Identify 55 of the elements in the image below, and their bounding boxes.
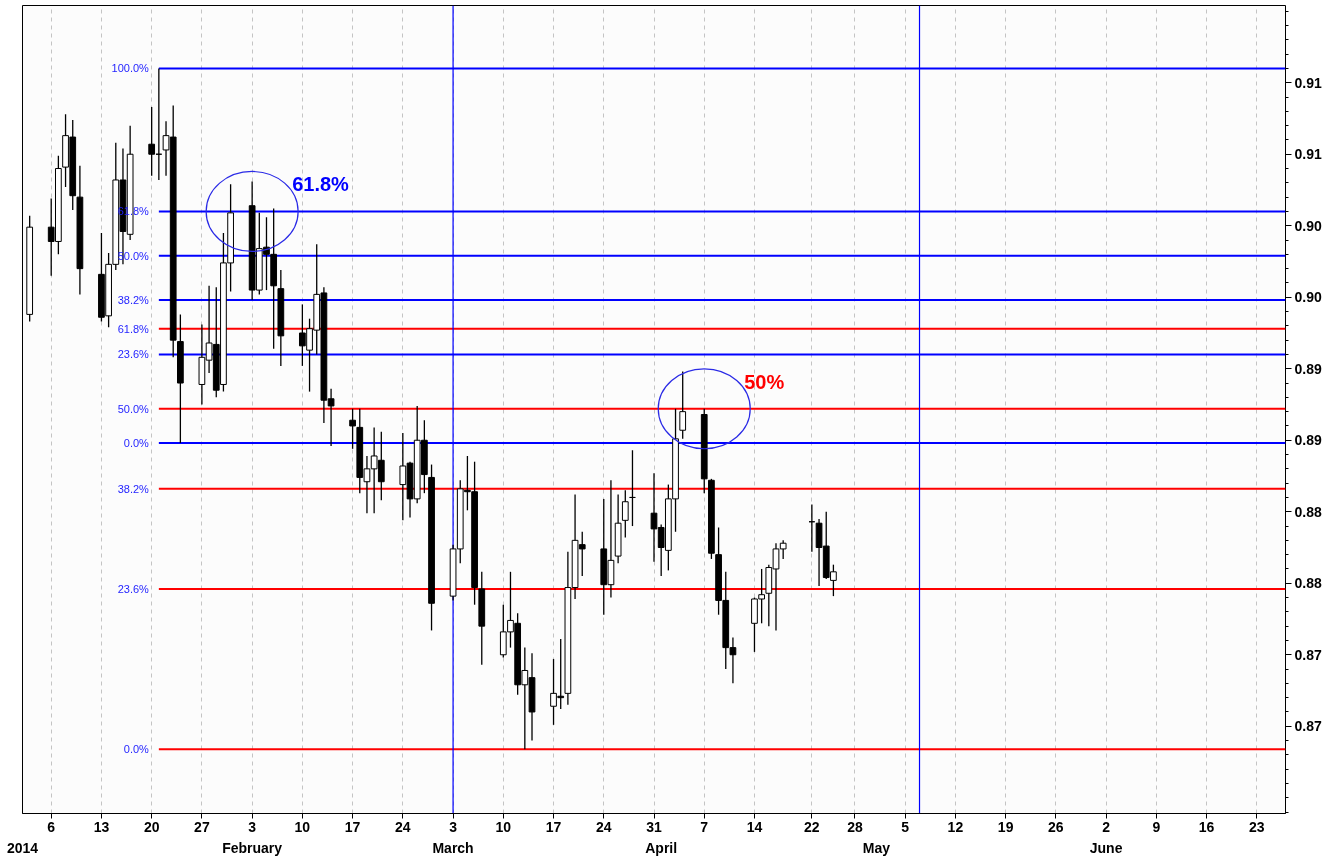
x-tick-label: 13 bbox=[93, 818, 110, 835]
x-tick-label: 17 bbox=[545, 818, 562, 835]
candlestick bbox=[349, 408, 356, 450]
annotation: 38.2% bbox=[117, 482, 150, 495]
y-tick-label: 0.89 bbox=[1294, 432, 1322, 449]
x-tick-label: 10 bbox=[495, 818, 512, 835]
x2-tick-label: March bbox=[432, 839, 474, 856]
x-tick-label: 26 bbox=[1048, 818, 1064, 835]
y-tick-label: 0.87 bbox=[1294, 646, 1322, 663]
x-tick-label: 2 bbox=[1102, 818, 1111, 835]
annotation: 0.0% bbox=[123, 743, 150, 756]
y-tick-label: 0.91 bbox=[1294, 74, 1322, 91]
candlestick bbox=[621, 489, 629, 539]
annotation: 50.0% bbox=[117, 402, 150, 415]
y-tick-label: 0.87 bbox=[1294, 718, 1322, 735]
x2-tick-label: February bbox=[222, 839, 283, 856]
x-tick-label: 5 bbox=[901, 818, 910, 835]
annotation: 23.6% bbox=[117, 348, 150, 361]
x-tick-label: 20 bbox=[143, 818, 160, 835]
x-tick-label: 3 bbox=[449, 818, 458, 835]
x-tick-label: 12 bbox=[947, 818, 964, 835]
annotation: 100.0% bbox=[111, 62, 150, 75]
x-tick-label: 23 bbox=[1249, 818, 1265, 835]
y-tick-label: 0.88 bbox=[1294, 503, 1322, 520]
x2-tick-label: 2014 bbox=[6, 839, 39, 856]
y-tick-label: 0.90 bbox=[1294, 217, 1322, 234]
y-tick-label: 0.89 bbox=[1294, 360, 1322, 377]
x-tick-label: 6 bbox=[47, 818, 56, 835]
x2-tick-label: May bbox=[862, 839, 891, 856]
candlestick bbox=[679, 370, 687, 440]
y-tick-label: 0.88 bbox=[1294, 575, 1322, 592]
x-tick-label: 24 bbox=[595, 818, 612, 835]
x-tick-label: 9 bbox=[1152, 818, 1161, 835]
annotation: 61.8% bbox=[292, 173, 350, 196]
annotation: 50% bbox=[744, 370, 785, 393]
annotation: 38.2% bbox=[117, 294, 150, 307]
annotation: 0.0% bbox=[123, 437, 150, 450]
x-tick-label: 27 bbox=[194, 818, 210, 835]
x-tick-label: 14 bbox=[746, 818, 763, 835]
x-tick-label: 24 bbox=[395, 818, 411, 835]
annotation: 23.6% bbox=[117, 582, 150, 595]
x2-tick-label: June bbox=[1089, 839, 1123, 856]
x-tick-label: 16 bbox=[1198, 818, 1215, 835]
x-tick-label: 3 bbox=[248, 818, 257, 835]
y-tick-label: 0.91 bbox=[1294, 146, 1322, 163]
x-tick-label: 19 bbox=[997, 818, 1014, 835]
annotation: 61.8% bbox=[117, 322, 150, 335]
y-tick-label: 0.90 bbox=[1294, 289, 1322, 306]
x-tick-label: 31 bbox=[646, 818, 662, 835]
x-tick-label: 7 bbox=[700, 818, 709, 835]
x2-tick-label: April bbox=[645, 839, 678, 856]
x-tick-label: 22 bbox=[804, 818, 820, 835]
x-tick-label: 17 bbox=[344, 818, 361, 835]
x-tick-label: 10 bbox=[294, 818, 311, 835]
x-tick-label: 28 bbox=[847, 818, 863, 835]
